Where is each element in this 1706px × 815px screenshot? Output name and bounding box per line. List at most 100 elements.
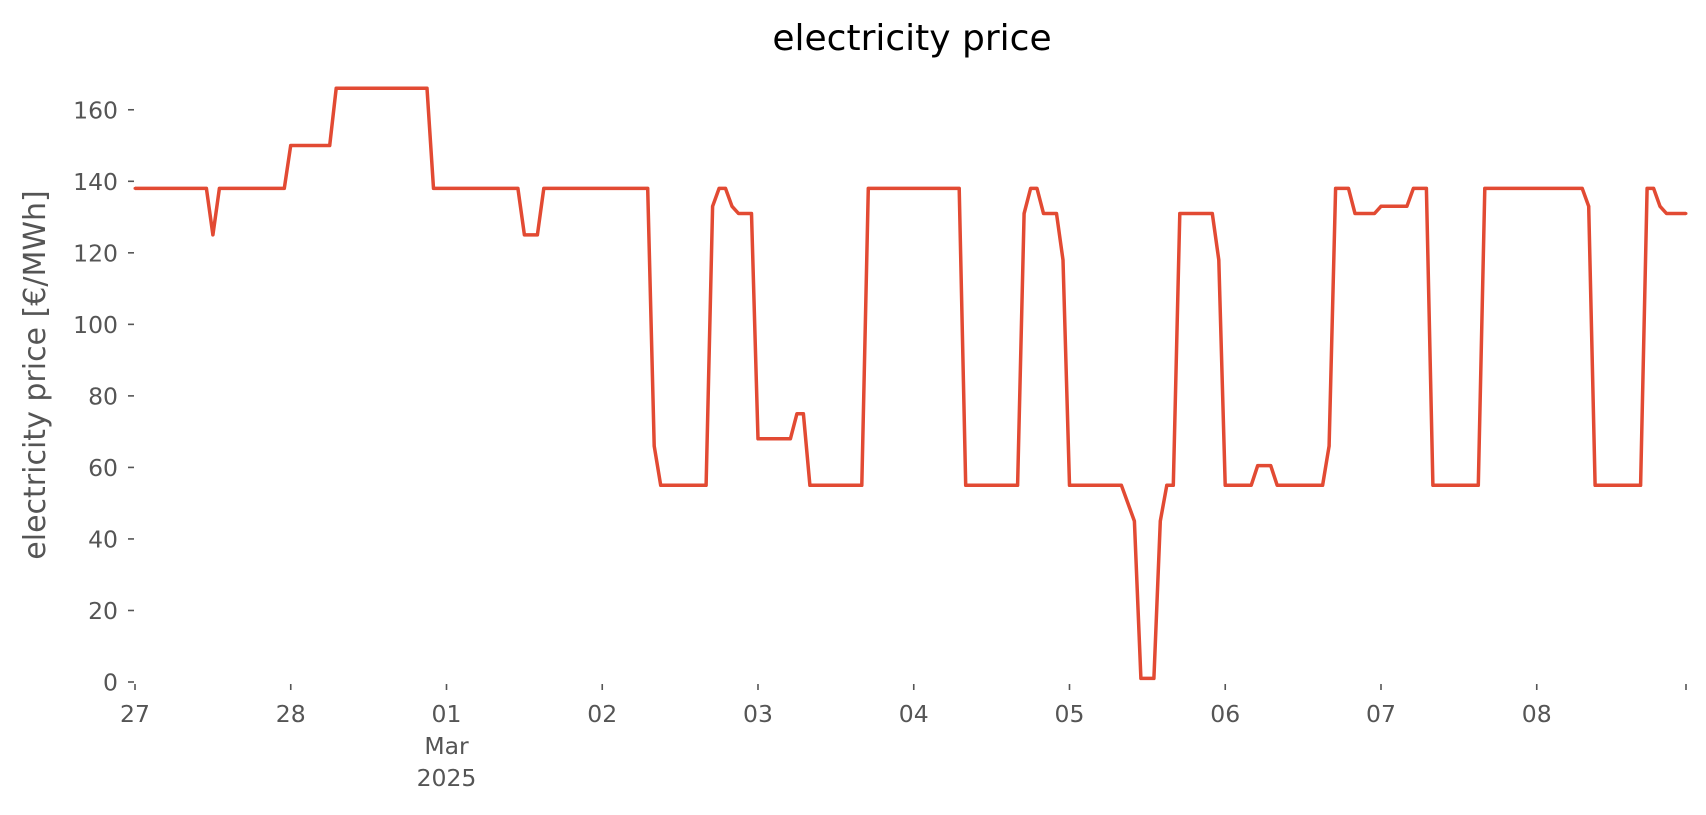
x-axis: 27 28 01 Mar 2025 02 03 04 05 06 07 08 (120, 684, 1687, 792)
data-point (1593, 483, 1597, 487)
y-tick-label: 0 (103, 669, 118, 697)
data-point (516, 186, 520, 190)
data-point (1249, 483, 1253, 487)
plot-series (133, 86, 1688, 681)
data-point (964, 483, 968, 487)
data-point (1373, 212, 1376, 215)
data-point (866, 186, 870, 190)
data-point (1165, 483, 1169, 487)
data-point (1587, 204, 1591, 208)
data-point (1171, 483, 1175, 487)
data-point (1016, 483, 1020, 487)
data-point (1645, 186, 1649, 190)
data-point (1652, 186, 1656, 190)
data-point (1431, 483, 1435, 487)
data-point (860, 483, 864, 487)
data-point (957, 186, 961, 190)
x-tick-label: 07 (1366, 700, 1396, 728)
data-point (535, 233, 539, 237)
data-point (1029, 186, 1033, 190)
data-point (659, 483, 663, 487)
data-point (801, 412, 805, 416)
data-point (1353, 212, 1357, 215)
x-tick-label: 06 (1210, 700, 1240, 728)
y-axis-label: electricity price [€/MWh] (18, 190, 53, 559)
data-point (334, 86, 338, 90)
data-point (1483, 186, 1487, 190)
data-point (1055, 212, 1058, 215)
data-point (1178, 212, 1182, 215)
data-point (1217, 258, 1221, 262)
y-tick-label: 140 (73, 168, 118, 196)
data-point (750, 212, 753, 215)
data-point (1132, 519, 1136, 523)
data-point (1580, 186, 1584, 190)
data-point (1379, 204, 1383, 208)
data-point (1269, 464, 1273, 468)
y-axis: 0 20 40 60 80 100 120 140 160 (73, 96, 134, 697)
data-point (1035, 186, 1039, 190)
data-point (1275, 483, 1279, 487)
data-point (730, 204, 734, 208)
data-point (211, 233, 215, 237)
data-point (1321, 483, 1325, 487)
chart-title: electricity price (772, 18, 1051, 59)
data-point (704, 483, 708, 487)
y-tick-label: 120 (73, 239, 118, 267)
x-tick-label: 04 (899, 700, 929, 728)
data-point (1139, 676, 1143, 680)
data-point (1347, 186, 1350, 190)
data-point (1327, 444, 1331, 448)
data-point (1405, 204, 1409, 208)
x-tick-label: 2025 (417, 764, 477, 792)
y-tick-label: 40 (88, 525, 118, 553)
data-point (432, 186, 435, 190)
data-point (1658, 204, 1662, 208)
x-tick-label: 05 (1055, 700, 1085, 728)
data-point (795, 412, 799, 416)
data-point (289, 144, 293, 147)
data-point (282, 186, 286, 190)
data-point (646, 186, 650, 190)
data-point (724, 186, 727, 190)
data-point (217, 186, 221, 190)
data-point (756, 437, 760, 441)
x-tick-label: 08 (1522, 700, 1552, 728)
data-point (788, 437, 792, 441)
data-point (1042, 212, 1045, 215)
data-point (204, 186, 208, 190)
data-point (1210, 212, 1214, 215)
data-point (652, 444, 656, 448)
y-tick-label: 80 (88, 382, 118, 410)
data-point (1061, 258, 1065, 262)
data-point (425, 86, 429, 90)
y-tick-label: 20 (88, 597, 118, 625)
data-point (1068, 483, 1071, 487)
data-point (1022, 212, 1026, 215)
x-tick-label: Mar (424, 732, 469, 760)
x-tick-label: 03 (743, 700, 773, 728)
data-point (1639, 483, 1643, 487)
data-point (1411, 186, 1415, 190)
x-tick-label: 01 (432, 700, 462, 728)
data-point (1334, 186, 1338, 190)
x-tick-label: 02 (587, 700, 617, 728)
data-point (1158, 519, 1162, 523)
data-point (1665, 212, 1668, 215)
series-line (135, 86, 1686, 681)
y-tick-label: 160 (73, 96, 118, 124)
x-tick-label: 28 (276, 700, 306, 728)
data-point (717, 186, 721, 190)
y-tick-label: 60 (88, 454, 118, 482)
data-point (522, 233, 526, 237)
data-point (1223, 483, 1227, 487)
data-point (1152, 676, 1156, 680)
data-point (1256, 464, 1260, 468)
data-point (808, 483, 812, 487)
data-point (737, 212, 740, 215)
data-point (1119, 483, 1123, 487)
data-point (711, 204, 715, 208)
data-point (1476, 483, 1480, 487)
data-point (328, 144, 332, 147)
